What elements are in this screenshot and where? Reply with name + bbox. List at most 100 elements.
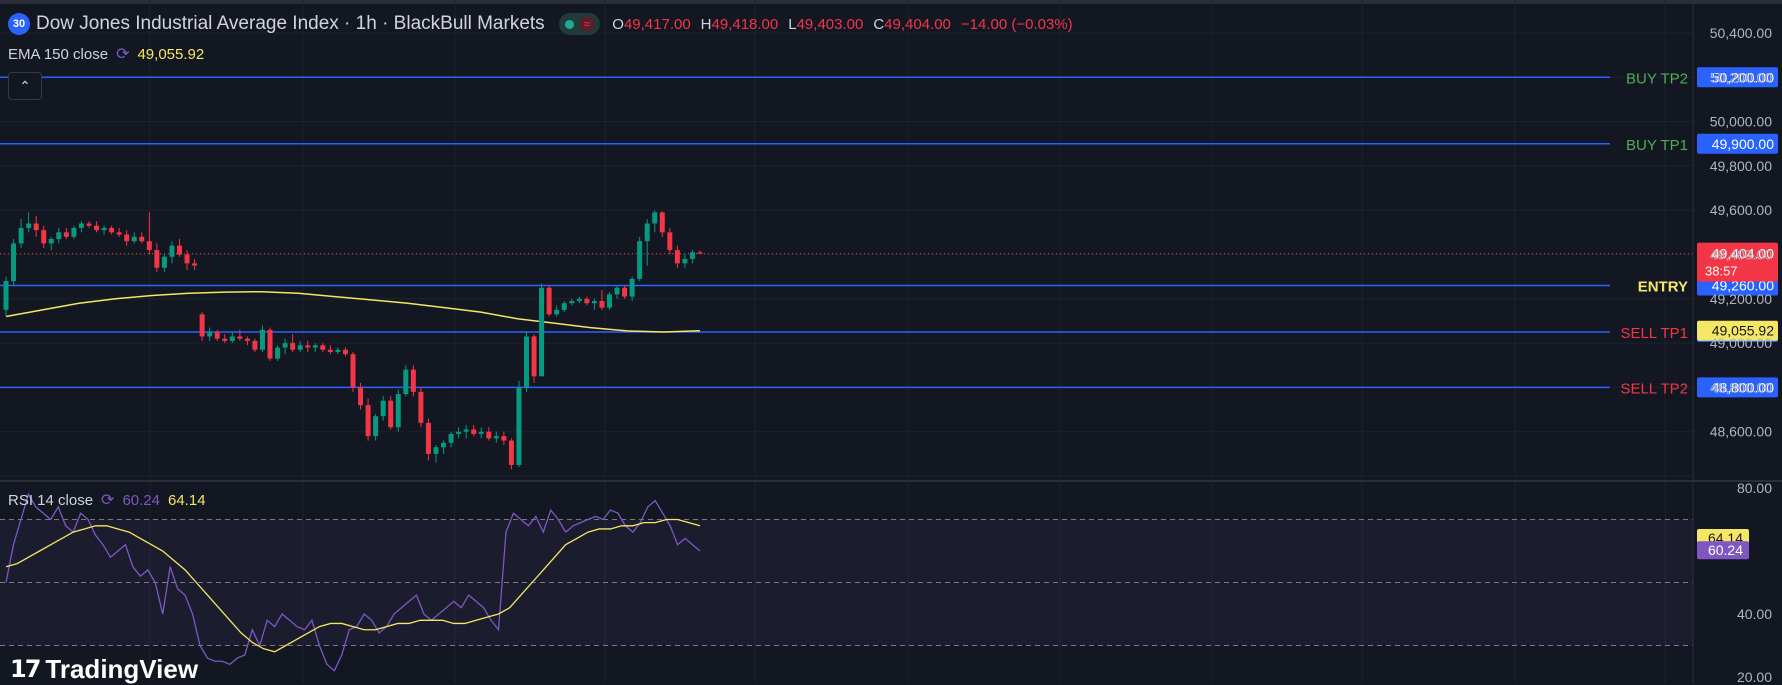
candle-body bbox=[312, 345, 318, 348]
price-tick-label: 50,000.00 bbox=[1710, 114, 1772, 130]
cycle-icon[interactable]: ⟳ bbox=[101, 492, 115, 509]
candle-body bbox=[689, 252, 695, 259]
candle-body bbox=[71, 227, 77, 237]
candle-body bbox=[267, 329, 273, 359]
candle-body bbox=[508, 440, 514, 465]
level-price-tag bbox=[1697, 67, 1778, 88]
candle-body bbox=[516, 387, 522, 465]
candle-body bbox=[342, 349, 348, 355]
candle-body bbox=[139, 236, 145, 242]
candle-body bbox=[11, 243, 17, 282]
candle-body bbox=[410, 369, 416, 392]
candle-body bbox=[644, 223, 650, 242]
ema-value: 49,055.92 bbox=[137, 45, 205, 63]
candle-body bbox=[78, 223, 84, 228]
candle-body bbox=[569, 301, 575, 304]
candle-body bbox=[463, 429, 469, 432]
candle-body bbox=[539, 287, 545, 377]
candle-body bbox=[433, 447, 439, 454]
candle-body bbox=[63, 232, 69, 237]
chevron-up-icon: ⌃ bbox=[19, 77, 31, 94]
candle-body bbox=[199, 314, 205, 337]
candle-body bbox=[486, 431, 492, 439]
candle-body bbox=[546, 287, 552, 315]
collapse-legend-button[interactable]: ⌃ bbox=[8, 72, 42, 100]
candle-body bbox=[237, 336, 243, 339]
candle-body bbox=[358, 387, 364, 406]
candle-body bbox=[606, 294, 612, 308]
cycle-icon[interactable]: ⟳ bbox=[116, 46, 130, 63]
candle-body bbox=[591, 301, 597, 304]
candle-body bbox=[418, 391, 424, 423]
candle-body bbox=[252, 340, 258, 350]
rsi-value: 60.24 bbox=[122, 491, 160, 509]
tradingview-mark-icon: 𝟭𝟳 bbox=[10, 656, 41, 683]
candle-body bbox=[290, 343, 296, 350]
price-tick-label: 48,800.00 bbox=[1710, 379, 1772, 395]
price-tick-label: 49,200.00 bbox=[1710, 291, 1772, 307]
candle-body bbox=[380, 400, 386, 417]
candle-body bbox=[388, 400, 394, 428]
rsi-legend[interactable]: RSI 14 close ⟳ 60.24 64.14 bbox=[8, 490, 206, 510]
candle-body bbox=[146, 241, 152, 251]
candle-body bbox=[554, 309, 560, 315]
tradingview-logo[interactable]: 𝟭𝟳 TradingView bbox=[10, 654, 198, 685]
ema-price-text: 49,055.92 bbox=[1712, 323, 1774, 339]
ema-line[interactable] bbox=[5, 290, 701, 333]
candle-body bbox=[637, 241, 643, 279]
level-label[interactable]: SELL TP1 bbox=[1620, 325, 1688, 342]
price-tick-label: 49,600.00 bbox=[1710, 202, 1772, 218]
candle-body bbox=[86, 223, 92, 226]
rsi-tick-label: 20.00 bbox=[1737, 669, 1772, 684]
close-value: 49,404.00 bbox=[884, 15, 951, 33]
change-value: −14.00 (−0.03%) bbox=[960, 15, 1073, 33]
low-value: 49,403.00 bbox=[796, 15, 864, 33]
level-label[interactable]: BUY TP1 bbox=[1626, 137, 1688, 154]
price-tick-label: 49,000.00 bbox=[1710, 335, 1772, 351]
candle-body bbox=[116, 232, 122, 235]
rsi-tick-label: 80.00 bbox=[1737, 480, 1772, 496]
bar-countdown-text: 38:57 bbox=[1705, 264, 1738, 279]
rsi-ma-value: 64.14 bbox=[168, 491, 206, 509]
market-open-dot-icon bbox=[564, 19, 574, 29]
candle-body bbox=[229, 336, 235, 341]
price-tick-label: 48,600.00 bbox=[1710, 424, 1772, 440]
level-label[interactable]: BUY TP2 bbox=[1626, 70, 1688, 87]
candle-body bbox=[524, 336, 529, 388]
current-price-text: 49,404.00 bbox=[1712, 246, 1774, 262]
candle-body bbox=[456, 431, 462, 434]
level-price-text: 48,800.00 bbox=[1712, 379, 1774, 395]
candle-body bbox=[33, 223, 39, 231]
candle-body bbox=[471, 429, 477, 434]
level-label[interactable]: SELL TP2 bbox=[1620, 380, 1688, 397]
level-price-text: 50,200.00 bbox=[1712, 69, 1774, 85]
market-status[interactable]: ≈ bbox=[558, 13, 601, 35]
rsi-line[interactable] bbox=[5, 492, 701, 672]
candle-body bbox=[48, 238, 54, 244]
symbol-legend: 30 Dow Jones Industrial Average Index · … bbox=[8, 12, 1073, 36]
rsi-ma-line[interactable] bbox=[5, 518, 701, 653]
candle-body bbox=[320, 345, 326, 350]
price-tick-label: 49,800.00 bbox=[1710, 158, 1772, 174]
low-label: L bbox=[788, 15, 797, 33]
candle-body bbox=[124, 234, 130, 242]
candle-body bbox=[18, 227, 24, 244]
candle-body bbox=[275, 347, 281, 359]
candle-body bbox=[56, 232, 62, 239]
candle-body bbox=[101, 227, 107, 231]
candle-body bbox=[373, 416, 379, 437]
candle-body bbox=[214, 332, 220, 339]
candle-body bbox=[659, 212, 665, 233]
level-label[interactable]: ENTRY bbox=[1638, 279, 1688, 296]
data-wave-icon: ≈ bbox=[579, 17, 595, 31]
candle-body bbox=[403, 369, 409, 395]
symbol-badge[interactable]: 30 bbox=[8, 13, 30, 35]
ema-legend[interactable]: EMA 150 close ⟳ 49,055.92 bbox=[8, 44, 204, 64]
candle-body bbox=[305, 345, 311, 348]
candle-body bbox=[154, 250, 160, 268]
symbol-title[interactable]: Dow Jones Industrial Average Index · 1h … bbox=[36, 13, 545, 34]
candle-body bbox=[207, 332, 213, 337]
open-value: 49,417.00 bbox=[623, 15, 691, 33]
candle-body bbox=[478, 431, 484, 434]
